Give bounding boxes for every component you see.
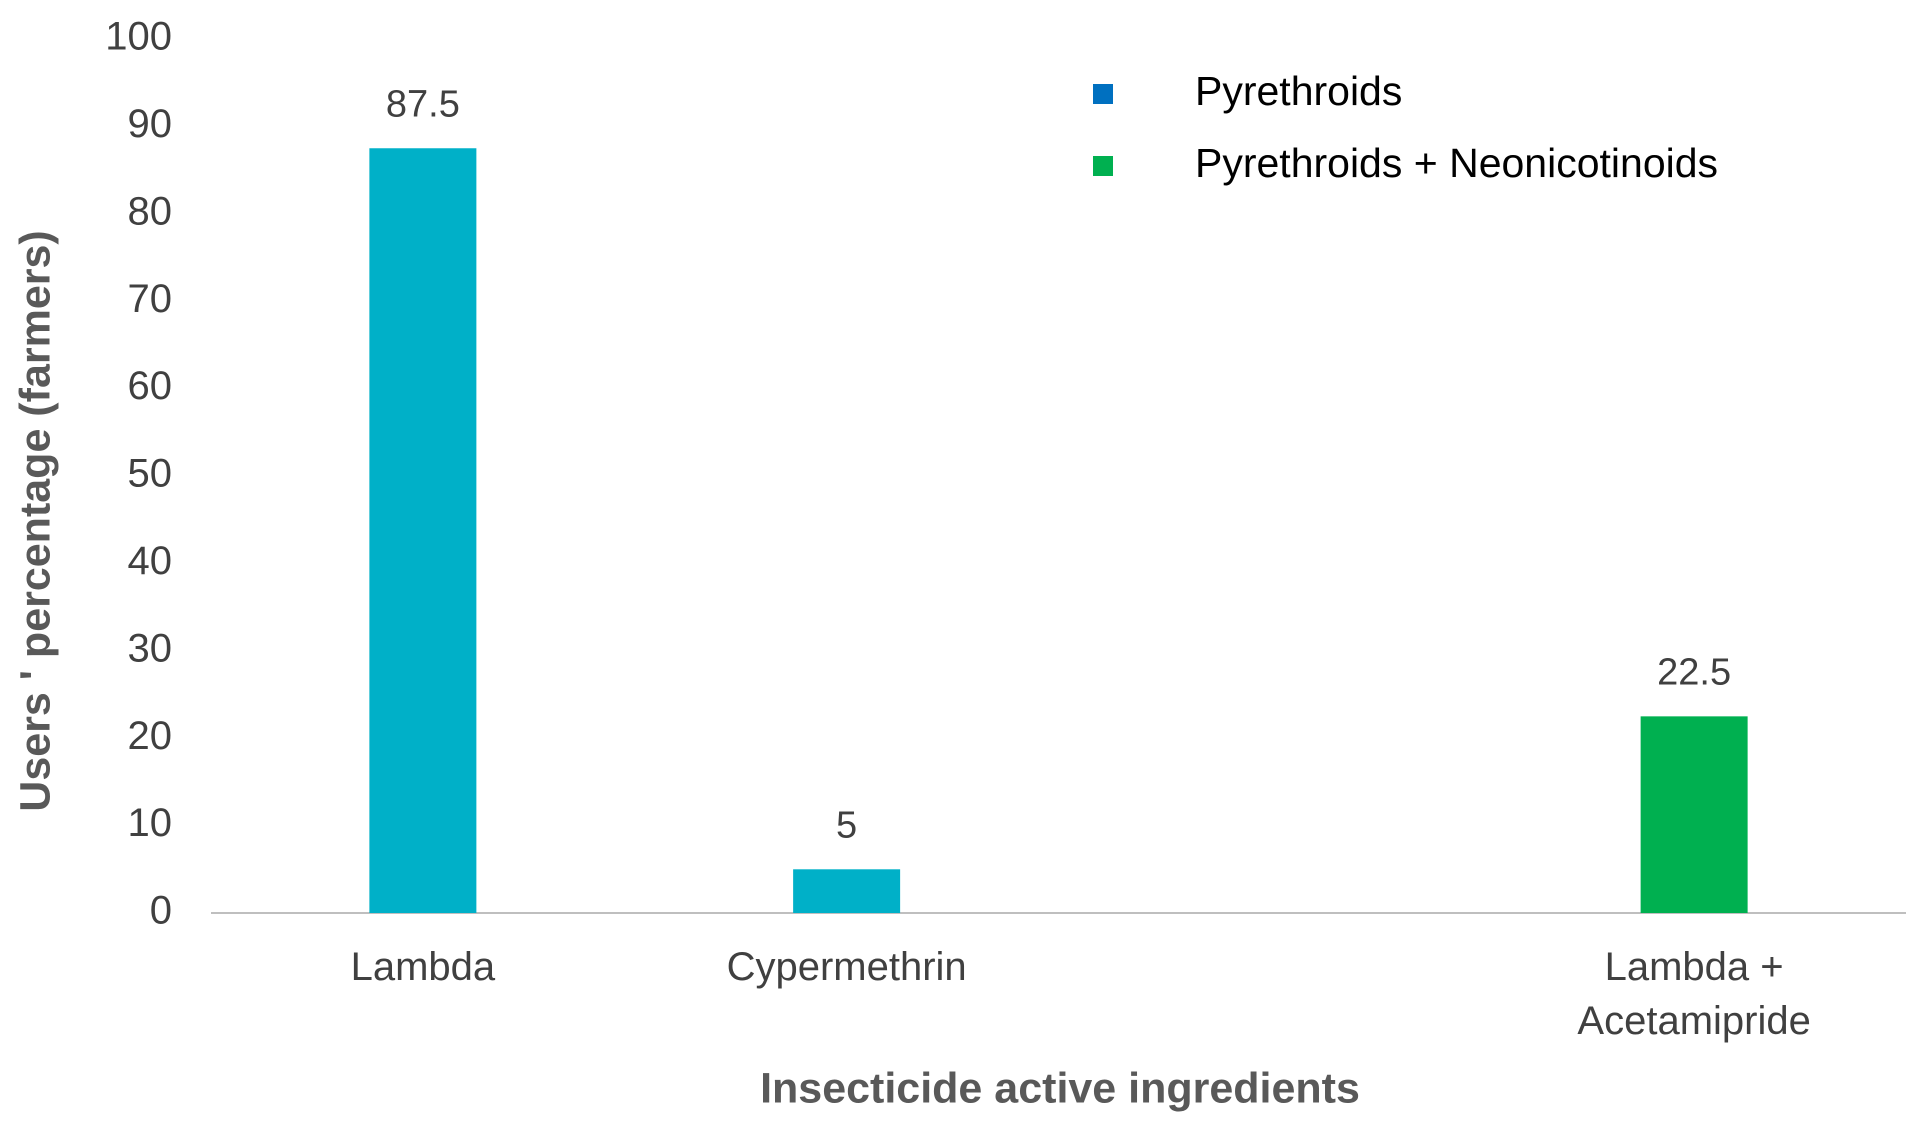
legend-marker <box>1093 84 1113 104</box>
bar <box>793 869 901 913</box>
legend-marker <box>1093 156 1113 176</box>
x-tick-label: Cypermethrin <box>726 945 967 989</box>
x-tick-label: Lambda + Acetamipride <box>1577 945 1811 1043</box>
y-tick-label: 30 <box>128 626 173 670</box>
bar <box>369 148 477 913</box>
y-tick-label: 20 <box>128 714 173 758</box>
legend-label: Pyrethroids <box>1195 68 1402 114</box>
bar <box>1640 716 1748 913</box>
y-tick-label: 40 <box>128 539 173 583</box>
y-tick-label: 0 <box>150 889 172 933</box>
y-tick-label: 100 <box>105 15 172 59</box>
data-label: 87.5 <box>386 83 460 125</box>
x-tick-label: Lambda <box>350 945 496 989</box>
y-tick-label: 60 <box>128 364 173 408</box>
y-tick-label: 80 <box>128 189 173 233</box>
x-axis-title: Insecticide active ingredients <box>760 1064 1360 1112</box>
data-label: 22.5 <box>1657 651 1731 693</box>
y-tick-label: 90 <box>128 102 173 146</box>
data-label: 5 <box>836 804 857 846</box>
y-tick-label: 50 <box>128 452 173 496</box>
y-tick-label: 70 <box>128 277 173 321</box>
y-tick-label: 10 <box>128 801 173 845</box>
legend-label: Pyrethroids + Neonicotinoids <box>1195 140 1718 186</box>
y-axis-title: Users ' percentage (farmers) <box>11 230 59 811</box>
